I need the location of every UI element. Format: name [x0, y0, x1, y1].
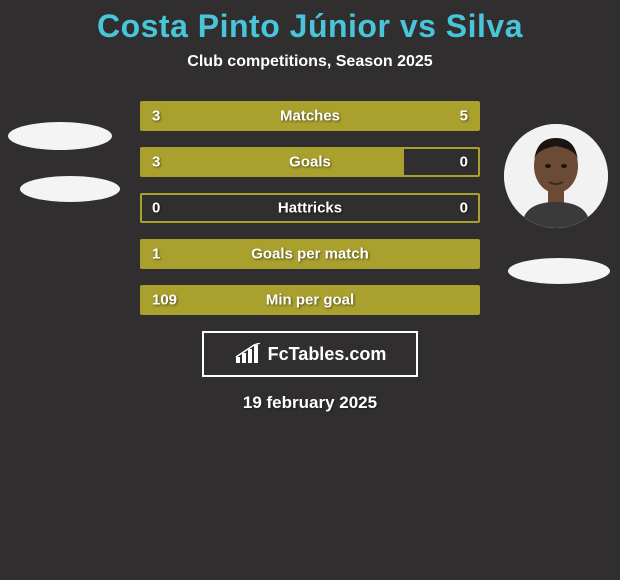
page-subtitle: Club competitions, Season 2025 [0, 53, 620, 71]
infographic-date: 19 february 2025 [0, 393, 620, 413]
stat-label: Hattricks [278, 200, 342, 217]
brand-bars-icon [234, 343, 262, 365]
stat-bar-row: 1 Goals per match [140, 239, 480, 269]
stat-label: Min per goal [266, 292, 354, 309]
stat-value-left: 1 [152, 246, 160, 263]
brand-box: FcTables.com [202, 331, 418, 377]
stat-bar-row: 109 Min per goal [140, 285, 480, 315]
stat-bars: 3 5 Matches 3 0 Goals 0 0 Hattricks 1 Goals per ma… [140, 101, 480, 315]
stat-bar-fill-left [142, 149, 404, 175]
stat-bar-row: 0 0 Hattricks [140, 193, 480, 223]
stat-value-left: 3 [152, 154, 160, 171]
stat-bar-row: 3 5 Matches [140, 101, 480, 131]
brand-text: FcTables.com [268, 344, 387, 365]
stat-label: Matches [280, 108, 340, 125]
stat-value-left: 0 [152, 200, 160, 217]
stat-label: Goals [289, 154, 331, 171]
stat-value-left: 109 [152, 292, 177, 309]
stat-value-right: 0 [460, 154, 468, 171]
stat-bar-fill-left [142, 103, 268, 129]
avatar-icon [504, 124, 608, 228]
player-right-shadow [508, 258, 610, 284]
stat-value-right: 5 [460, 108, 468, 125]
stat-value-left: 3 [152, 108, 160, 125]
page-title: Costa Pinto Júnior vs Silva [0, 8, 620, 45]
player-left-ellipse-2 [20, 176, 120, 202]
stat-bar-row: 3 0 Goals [140, 147, 480, 177]
stat-value-right: 0 [460, 200, 468, 217]
player-left-ellipse-1 [8, 122, 112, 150]
stat-label: Goals per match [251, 246, 369, 263]
comparison-infographic: Costa Pinto Júnior vs Silva Club competi… [0, 0, 620, 580]
player-right-avatar [504, 124, 608, 228]
